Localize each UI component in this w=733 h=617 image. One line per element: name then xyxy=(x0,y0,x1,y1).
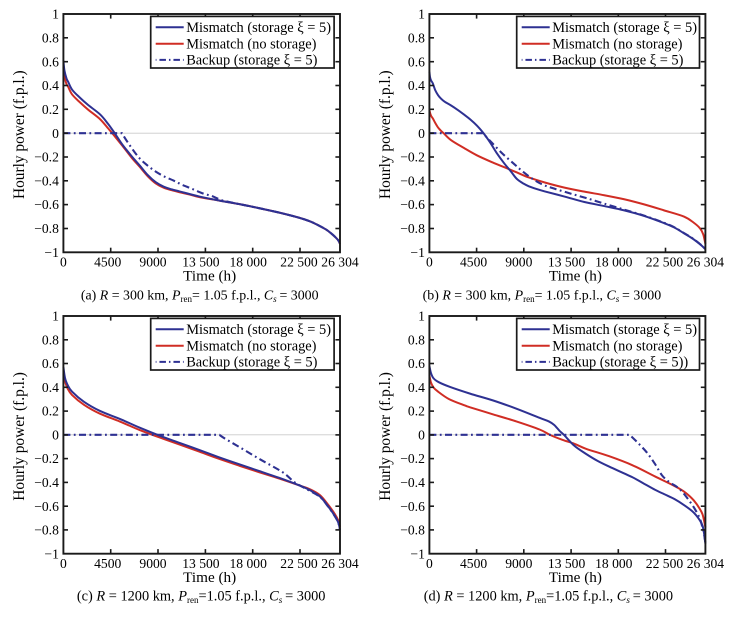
svg-text:0.6: 0.6 xyxy=(408,54,425,69)
svg-text:9000: 9000 xyxy=(505,255,532,270)
svg-text:22 500: 22 500 xyxy=(646,255,684,270)
svg-text:−0.2: −0.2 xyxy=(34,451,59,466)
svg-text:−1: −1 xyxy=(410,546,424,561)
svg-text:26 304: 26 304 xyxy=(321,556,359,571)
svg-text:13 500: 13 500 xyxy=(182,255,220,270)
svg-text:Backup (storage ξ = 5)): Backup (storage ξ = 5)) xyxy=(552,355,688,371)
svg-text:(c) R = 1200 km, Pren=1.05 f.p: (c) R = 1200 km, Pren=1.05 f.p.l., Cs = … xyxy=(77,589,326,606)
svg-text:−0.2: −0.2 xyxy=(34,150,59,165)
svg-text:22 500: 22 500 xyxy=(280,556,318,571)
svg-text:Backup (storage ξ = 5): Backup (storage ξ = 5) xyxy=(186,355,317,371)
svg-text:−1: −1 xyxy=(44,546,58,561)
svg-text:0: 0 xyxy=(418,126,425,141)
svg-text:−0.6: −0.6 xyxy=(400,197,425,212)
svg-text:0: 0 xyxy=(60,556,67,571)
svg-text:Hourly power (f.p.l.): Hourly power (f.p.l.) xyxy=(11,372,28,501)
svg-text:−0.4: −0.4 xyxy=(34,475,59,490)
svg-text:0.6: 0.6 xyxy=(42,356,59,371)
svg-text:−1: −1 xyxy=(410,245,424,260)
svg-text:0.4: 0.4 xyxy=(408,380,425,395)
svg-text:−0.4: −0.4 xyxy=(34,173,59,188)
svg-text:Mismatch (storage ξ = 5): Mismatch (storage ξ = 5) xyxy=(186,20,331,36)
svg-text:9000: 9000 xyxy=(139,255,166,270)
svg-text:Mismatch (storage ξ = 5): Mismatch (storage ξ = 5) xyxy=(186,322,331,338)
svg-text:(b) R = 300 km, Pren= 1.05 f.p: (b) R = 300 km, Pren= 1.05 f.p.l., Cs = … xyxy=(423,288,662,304)
svg-text:Backup (storage ξ = 5): Backup (storage ξ = 5) xyxy=(552,53,683,69)
svg-text:0.4: 0.4 xyxy=(408,78,425,93)
svg-text:−0.6: −0.6 xyxy=(400,499,425,514)
svg-text:Time (h): Time (h) xyxy=(183,268,236,285)
svg-text:0: 0 xyxy=(426,255,433,270)
svg-text:Time (h): Time (h) xyxy=(183,569,236,586)
svg-text:13 500: 13 500 xyxy=(182,556,220,571)
svg-text:0.6: 0.6 xyxy=(408,356,425,371)
svg-text:Backup (storage ξ = 5): Backup (storage ξ = 5) xyxy=(186,53,317,69)
svg-text:0.8: 0.8 xyxy=(408,332,425,347)
svg-text:Mismatch (no storage): Mismatch (no storage) xyxy=(186,37,316,53)
svg-text:−0.8: −0.8 xyxy=(34,523,59,538)
svg-text:Mismatch (storage ξ = 5): Mismatch (storage ξ = 5) xyxy=(552,322,697,338)
svg-text:22 500: 22 500 xyxy=(280,255,318,270)
svg-text:4500: 4500 xyxy=(94,255,121,270)
svg-text:26 304: 26 304 xyxy=(687,255,725,270)
svg-text:0.2: 0.2 xyxy=(408,102,425,117)
svg-text:4500: 4500 xyxy=(460,255,487,270)
svg-text:Hourly power (f.p.l.): Hourly power (f.p.l.) xyxy=(377,70,394,199)
svg-text:−1: −1 xyxy=(44,245,58,260)
svg-text:0.6: 0.6 xyxy=(42,54,59,69)
svg-text:Hourly power (f.p.l.): Hourly power (f.p.l.) xyxy=(377,372,394,501)
svg-text:Mismatch (storage ξ = 5): Mismatch (storage ξ = 5) xyxy=(552,20,697,36)
svg-text:−0.2: −0.2 xyxy=(400,451,425,466)
svg-text:18 000: 18 000 xyxy=(230,255,268,270)
svg-text:1: 1 xyxy=(418,309,425,324)
svg-text:0.8: 0.8 xyxy=(42,30,59,45)
svg-text:13 500: 13 500 xyxy=(548,255,586,270)
svg-text:1: 1 xyxy=(52,309,59,324)
svg-text:Mismatch (no storage): Mismatch (no storage) xyxy=(186,339,316,355)
svg-text:18 000: 18 000 xyxy=(230,556,268,571)
svg-text:22 500: 22 500 xyxy=(646,556,684,571)
svg-text:0: 0 xyxy=(52,428,59,443)
svg-text:−0.6: −0.6 xyxy=(34,499,59,514)
svg-text:1: 1 xyxy=(52,7,59,22)
svg-text:13 500: 13 500 xyxy=(548,556,586,571)
svg-text:0.2: 0.2 xyxy=(408,404,425,419)
svg-text:−0.8: −0.8 xyxy=(400,221,425,236)
svg-text:0: 0 xyxy=(60,255,67,270)
svg-text:9000: 9000 xyxy=(505,556,532,571)
svg-text:0: 0 xyxy=(418,428,425,443)
svg-text:0.8: 0.8 xyxy=(42,332,59,347)
svg-text:0.4: 0.4 xyxy=(42,78,59,93)
svg-text:(a) R = 300 km, Pren= 1.05 f.p: (a) R = 300 km, Pren= 1.05 f.p.l., Cs = … xyxy=(81,288,319,304)
svg-text:−0.2: −0.2 xyxy=(400,150,425,165)
svg-text:Time (h): Time (h) xyxy=(549,569,602,586)
svg-text:−0.4: −0.4 xyxy=(400,173,425,188)
svg-text:9000: 9000 xyxy=(139,556,166,571)
svg-text:−0.8: −0.8 xyxy=(34,221,59,236)
svg-text:18 000: 18 000 xyxy=(595,255,633,270)
svg-text:18 000: 18 000 xyxy=(595,556,633,571)
svg-text:26 304: 26 304 xyxy=(687,556,725,571)
svg-text:Hourly power (f.p.l.): Hourly power (f.p.l.) xyxy=(11,70,28,199)
svg-text:0: 0 xyxy=(426,556,433,571)
svg-text:0: 0 xyxy=(52,126,59,141)
svg-text:26 304: 26 304 xyxy=(321,255,359,270)
svg-text:0.2: 0.2 xyxy=(42,404,59,419)
svg-text:4500: 4500 xyxy=(94,556,121,571)
svg-text:−0.8: −0.8 xyxy=(400,523,425,538)
svg-text:−0.4: −0.4 xyxy=(400,475,425,490)
svg-text:0.4: 0.4 xyxy=(42,380,59,395)
svg-text:0.2: 0.2 xyxy=(42,102,59,117)
svg-text:Time (h): Time (h) xyxy=(549,268,602,285)
svg-text:−0.6: −0.6 xyxy=(34,197,59,212)
svg-text:Mismatch (no storage): Mismatch (no storage) xyxy=(552,339,682,355)
svg-text:1: 1 xyxy=(418,7,425,22)
svg-text:(d) R = 1200 km, Pren=1.05 f.p: (d) R = 1200 km, Pren=1.05 f.p.l., Cs = … xyxy=(424,589,673,606)
svg-text:Mismatch (no storage): Mismatch (no storage) xyxy=(552,37,682,53)
svg-text:4500: 4500 xyxy=(460,556,487,571)
svg-text:0.8: 0.8 xyxy=(408,30,425,45)
